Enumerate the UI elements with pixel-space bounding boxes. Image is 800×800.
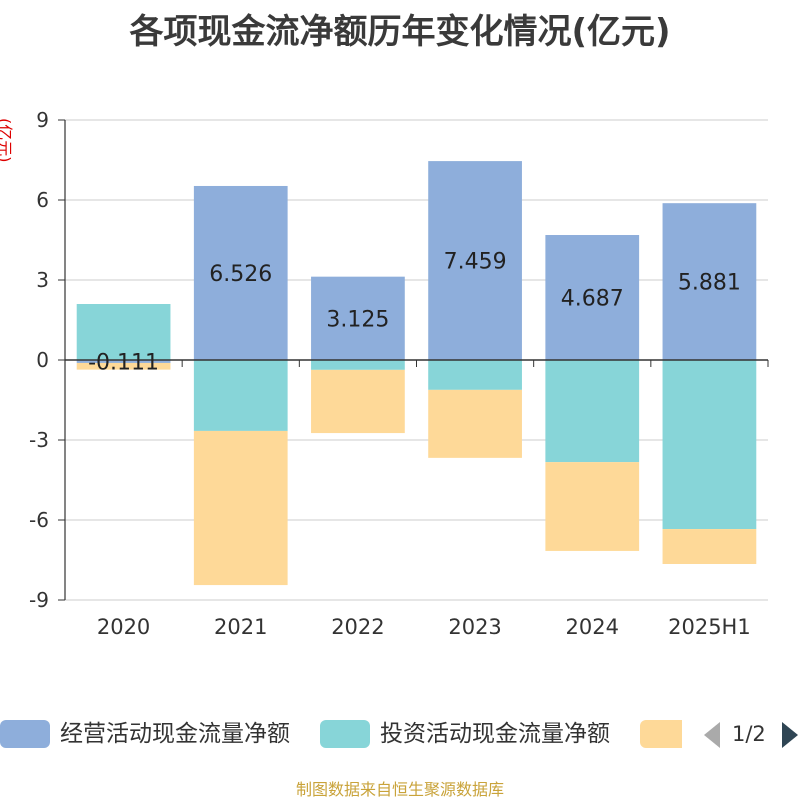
y-tick-label: -6 (29, 508, 49, 532)
y-tick-label: 0 (36, 348, 49, 372)
triangle-left-icon (704, 722, 720, 748)
gridlines (65, 119, 768, 601)
y-tick-label: -3 (29, 428, 49, 452)
bar-series-2-2020 (76, 362, 171, 370)
y-tick-label: 6 (36, 188, 49, 212)
x-tick-label: 2025H1 (668, 615, 751, 639)
triangle-right-icon (782, 722, 798, 748)
data-label-2023: 7.459 (444, 250, 507, 275)
legend-label-operating[interactable]: 经营活动现金流量净额 (60, 721, 290, 747)
x-tick-label: 2020 (97, 615, 150, 639)
bar-series-1-2020 (76, 304, 171, 360)
bar-series-1-2022 (311, 360, 405, 370)
bar-series-0-2022 (311, 276, 405, 360)
x-tick-label: 2021 (214, 615, 267, 639)
chart-plot: 9 6 3 0 -3 -6 -9 2020 2021 2022 2023 2024 2025H1 -0.… (29, 108, 769, 639)
legend-prev-icon[interactable] (702, 721, 722, 749)
chart-title: 各项现金流净额历年变化情况(亿元) (129, 12, 671, 52)
source-footer: 制图数据来自恒生聚源数据库 (295, 780, 504, 799)
data-label-2025H1: 5.881 (678, 271, 741, 296)
bar-series-1-2021 (193, 360, 288, 431)
bar-series-1-2024 (545, 360, 640, 463)
bar-series-0-2021 (193, 185, 288, 360)
bar-series-0-2024 (545, 235, 640, 360)
bar-series-2-2024 (545, 462, 640, 551)
legend-next-icon[interactable] (781, 721, 800, 749)
data-label-2020: -0.111 (88, 350, 159, 375)
legend-swatch-third[interactable] (640, 720, 682, 748)
bar-series-1-2023 (428, 360, 522, 390)
legend-swatch-investing[interactable] (320, 720, 370, 748)
data-label-2021: 6.526 (209, 262, 272, 287)
legend-page-indicator: 1/2 (732, 722, 766, 746)
legend: 经营活动现金流量净额 投资活动现金流量净额 1/2 (0, 718, 800, 752)
data-label-2022: 3.125 (326, 307, 389, 332)
x-tick-label: 2023 (448, 615, 501, 639)
bar-series-0-2025H1 (662, 203, 757, 360)
bar-series-0-2020 (76, 360, 171, 363)
data-label-2024: 4.687 (561, 287, 624, 312)
bars (76, 161, 757, 586)
bar-series-2-2023 (428, 389, 522, 458)
x-tick-label: 2024 (566, 615, 619, 639)
y-tick-label: 3 (36, 268, 49, 292)
y-tick-label: -9 (29, 588, 49, 612)
bar-series-2-2025H1 (662, 529, 757, 564)
bar-series-2-2022 (311, 369, 405, 434)
bar-series-0-2023 (428, 161, 522, 360)
legend-label-investing[interactable]: 投资活动现金流量净额 (380, 721, 610, 747)
legend-swatch-operating[interactable] (0, 720, 50, 748)
data-labels: -0.111 6.526 3.125 7.459 4.687 5.881 (88, 250, 741, 376)
axes: 9 6 3 0 -3 -6 -9 2020 2021 2022 2023 2024 2025H1 (29, 108, 769, 639)
x-tick-label: 2022 (331, 615, 384, 639)
bar-series-2-2021 (193, 430, 288, 586)
bar-series-1-2025H1 (662, 360, 757, 530)
y-tick-label: 9 (36, 108, 49, 132)
